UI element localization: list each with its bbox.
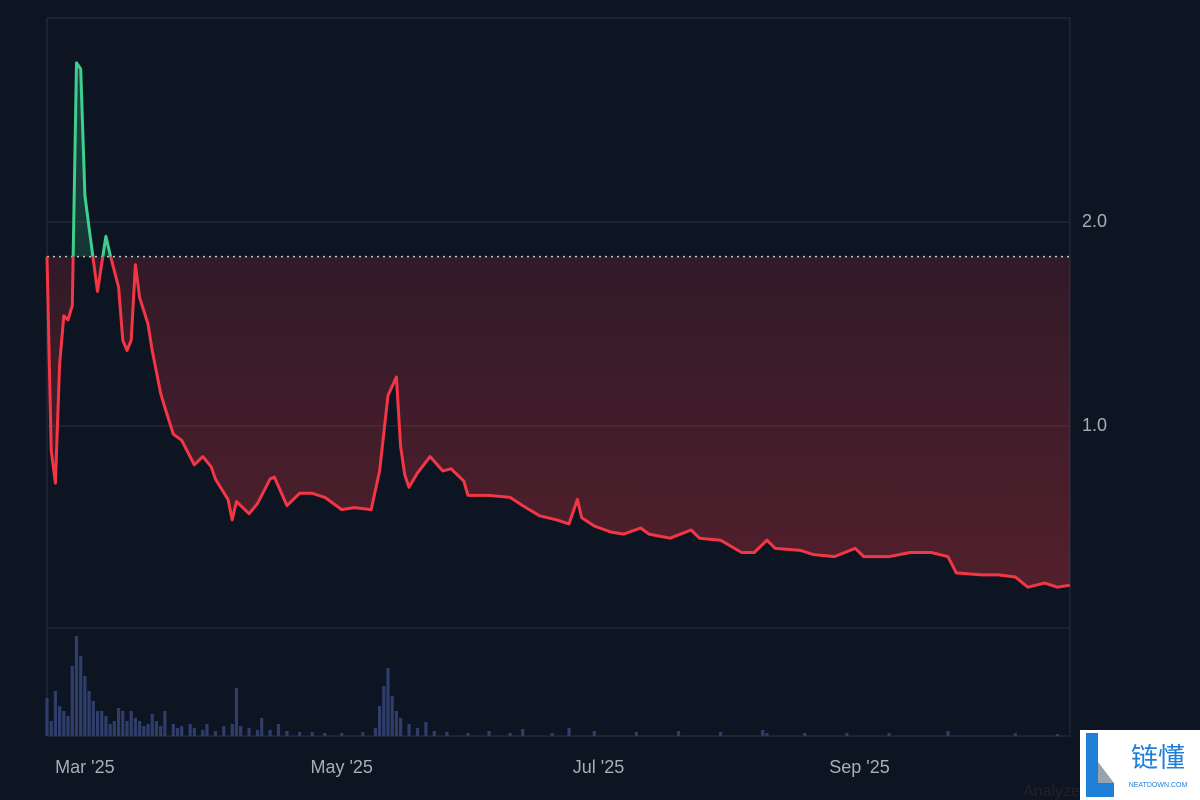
- volume-bar: [49, 721, 53, 736]
- volume-bar: [719, 732, 723, 736]
- volume-bar: [116, 708, 121, 736]
- volume-bar: [53, 691, 57, 736]
- volume-bar: [407, 724, 411, 736]
- volume-bar: [803, 733, 807, 736]
- volume-bar: [424, 722, 428, 736]
- volume-bar: [163, 711, 167, 736]
- x-tick-label: Jul '25: [573, 757, 624, 777]
- volume-bar: [74, 636, 79, 736]
- volume-bar: [373, 728, 377, 736]
- volume-bar: [394, 711, 398, 736]
- y-tick-label: 2.0: [1082, 211, 1107, 231]
- watermark-logo: [1086, 733, 1114, 797]
- volume-bar: [146, 724, 150, 736]
- volume-bar: [79, 656, 83, 736]
- volume-bar: [255, 730, 260, 736]
- volume-bar: [83, 676, 87, 736]
- volume-bar: [154, 721, 159, 736]
- volume-bar: [567, 728, 571, 736]
- price-line-down: [45, 256, 1071, 589]
- volume-bar: [87, 691, 91, 736]
- volume-bar: [310, 732, 314, 736]
- volume-bar: [298, 732, 302, 736]
- volume-bar: [180, 726, 184, 736]
- volume-bar: [466, 733, 470, 736]
- area-above: [73, 62, 111, 257]
- volume-bar: [175, 728, 180, 736]
- volume-bar: [138, 721, 142, 736]
- volume-bar: [205, 724, 209, 736]
- watermark: 链懂 NEATDOWN.COM: [1080, 730, 1200, 800]
- volume-bar: [592, 731, 596, 736]
- volume-bar: [386, 668, 390, 736]
- volume-bar: [361, 732, 365, 736]
- area-below: [47, 256, 1070, 588]
- x-tick-label: Mar '25: [55, 757, 114, 777]
- volume-bar: [239, 726, 243, 736]
- watermark-subtitle: NEATDOWN.COM: [1129, 782, 1188, 789]
- volume-bar: [234, 688, 239, 736]
- volume-bar: [276, 724, 281, 736]
- volume-bar: [432, 731, 436, 736]
- volume-bar: [45, 698, 49, 736]
- volume-bar: [399, 718, 403, 736]
- volume-bar: [129, 711, 133, 736]
- volume-bar: [285, 731, 289, 736]
- volume-bar: [125, 721, 129, 736]
- volume-bar: [634, 732, 638, 736]
- volume-bar: [508, 733, 512, 736]
- volume-bar: [66, 716, 70, 736]
- volume-bar: [415, 728, 420, 736]
- volume-bar: [390, 696, 394, 736]
- x-tick-label: Sep '25: [829, 757, 890, 777]
- volume-bar: [192, 728, 196, 736]
- volume-bar: [188, 724, 192, 736]
- volume-bar: [150, 714, 154, 736]
- volume-bar: [159, 726, 163, 736]
- volume-bar: [676, 731, 681, 736]
- volume-bar: [323, 733, 327, 736]
- volume-bar: [761, 730, 765, 736]
- volume-bar: [1055, 734, 1059, 736]
- watermark-title: 链懂: [1131, 743, 1185, 773]
- volume-bar: [95, 711, 100, 736]
- volume-bar: [765, 733, 769, 736]
- volume-bar: [222, 726, 226, 736]
- volume-bar: [112, 721, 116, 736]
- y-tick-label: 1.0: [1082, 415, 1107, 435]
- volume-bar: [91, 701, 95, 736]
- volume-bar: [108, 724, 112, 736]
- volume-bar: [247, 728, 251, 736]
- volume-bar: [550, 733, 554, 736]
- volume-bar: [1013, 733, 1017, 736]
- analyze-link[interactable]: Analyze: [1023, 783, 1080, 800]
- volume-bar: [133, 718, 137, 736]
- volume-bar: [142, 726, 146, 736]
- x-tick-label: May '25: [310, 757, 372, 777]
- volume-bar: [213, 731, 217, 736]
- volume-bar: [171, 724, 175, 736]
- volume-bar: [268, 730, 272, 736]
- volume-bar: [62, 711, 66, 736]
- volume-bar: [121, 711, 125, 736]
- volume-bar: [487, 731, 491, 736]
- volume-bar: [887, 733, 891, 736]
- volume-bar: [58, 706, 62, 736]
- volume-bar: [230, 724, 234, 736]
- volume-bar: [845, 733, 849, 736]
- volume-bar: [100, 711, 104, 736]
- volume-bar: [521, 729, 525, 736]
- volume-bar: [445, 732, 449, 736]
- watermark-logo-shade: [1098, 762, 1114, 783]
- volume-bar: [260, 718, 264, 736]
- volume-bar: [340, 733, 344, 736]
- volume-bar: [946, 731, 950, 736]
- volume-bar: [104, 716, 108, 736]
- volume-bar: [70, 666, 74, 736]
- volume-bar: [378, 706, 382, 736]
- volume-bar: [201, 730, 205, 736]
- volume-bar: [382, 686, 386, 736]
